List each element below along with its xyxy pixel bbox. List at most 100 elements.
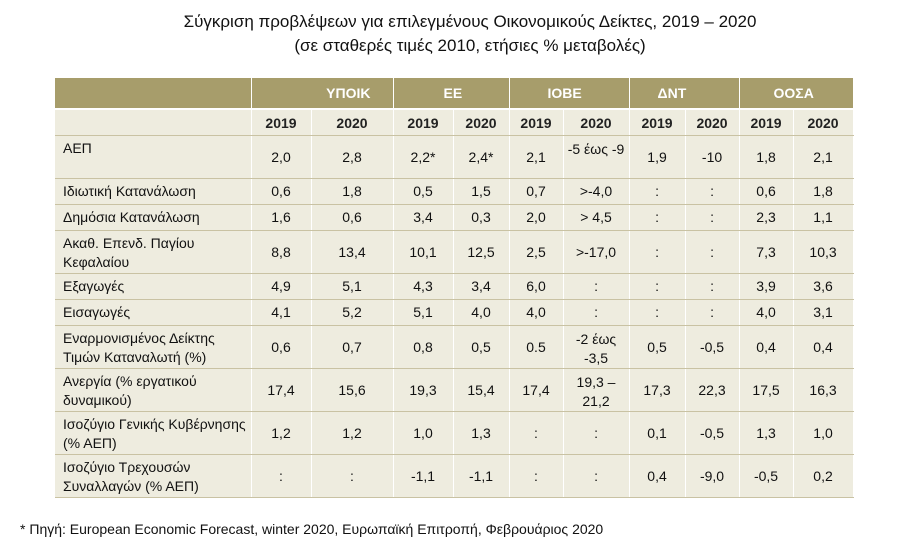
value-cell: :	[629, 178, 686, 205]
header-row-years: 2019 2020 2019 2020 2019 2020 2019 2020 …	[55, 109, 854, 136]
value-cell: 4,9	[251, 273, 312, 300]
value-cell: 2,3	[739, 204, 794, 231]
value-cell: 16,3	[793, 368, 854, 412]
value-cell: 2,2*	[393, 135, 454, 179]
header-row-institutions: ΥΠΟΙΚ ΕΕ ΙΟΒΕ ΔΝΤ ΟΟΣΑ	[55, 78, 854, 110]
value-cell: 2,8	[311, 135, 394, 179]
value-cell: 0,4	[739, 325, 794, 369]
value-cell: 19,3	[393, 368, 454, 412]
table-row: Εισαγωγές 4,1 5,2 5,1 4,0 4,0:::4,0 3,1	[55, 299, 854, 326]
table-row: Δημόσια Κατανάλωση 1,6 0,6 3,4 0,3 2,0 > 4,5::…	[55, 204, 854, 231]
value-cell: :	[629, 230, 686, 274]
table-row: Ακαθ. Επενδ. Παγίου Κεφαλαίου 8,8 13,4 10,1…	[55, 230, 854, 274]
value-cell: :	[311, 454, 394, 498]
value-cell: 1,8	[793, 178, 854, 205]
value-cell: 2,0	[251, 135, 312, 179]
value-cell: 3,4	[453, 273, 510, 300]
value-cell: -0,5	[685, 325, 740, 369]
value-cell: 0,5	[629, 325, 686, 369]
row-label: Ανεργία (% εργατικού δυναμικού)	[55, 368, 252, 412]
value-cell: 4,1	[251, 299, 312, 326]
value-cell: 0,7	[311, 325, 394, 369]
value-cell: 4,0	[453, 299, 510, 326]
value-cell: -5 έως -9	[563, 135, 630, 179]
value-cell: -1,1	[393, 454, 454, 498]
years-corner	[55, 109, 252, 136]
value-cell: -9,0	[685, 454, 740, 498]
forecast-table: ΥΠΟΙΚ ΕΕ ΙΟΒΕ ΔΝΤ ΟΟΣΑ 2019 2020 2019 20…	[55, 78, 854, 498]
group-header-ee: ΕΕ	[393, 78, 510, 110]
year-cell: 2019	[629, 109, 686, 136]
value-cell: 1,9	[629, 135, 686, 179]
value-cell: 13,4	[311, 230, 394, 274]
row-label: Ισοζύγιο Γενικής Κυβέρνησης (% ΑΕΠ)	[55, 411, 252, 455]
table-row: Ιδιωτική Κατανάλωση 0,6 1,8 0,5 1,5 0,7 >-4,0:…	[55, 178, 854, 205]
value-cell: 0,6	[251, 178, 312, 205]
value-cell: 2,5	[509, 230, 564, 274]
value-cell: 19,3 – 21,2	[563, 368, 630, 412]
header-corner	[55, 78, 252, 110]
value-cell: :	[251, 454, 312, 498]
value-cell: :	[509, 411, 564, 455]
value-cell: 22,3	[685, 368, 740, 412]
value-cell: 1,2	[251, 411, 312, 455]
year-cell: 2020	[793, 109, 854, 136]
year-cell: 2020	[563, 109, 630, 136]
value-cell: 17,4	[251, 368, 312, 412]
value-cell: :	[563, 411, 630, 455]
value-cell: :	[685, 204, 740, 231]
value-cell: > 4,5	[563, 204, 630, 231]
value-cell: 3,1	[793, 299, 854, 326]
value-cell: 2,1	[509, 135, 564, 179]
value-cell: -2 έως -3,5	[563, 325, 630, 369]
value-cell: 0,1	[629, 411, 686, 455]
value-cell: :	[629, 273, 686, 300]
value-cell: 17,5	[739, 368, 794, 412]
value-cell: 7,3	[739, 230, 794, 274]
value-cell: :	[629, 299, 686, 326]
value-cell: 1,3	[453, 411, 510, 455]
value-cell: 0,5	[453, 325, 510, 369]
value-cell: 1,2	[311, 411, 394, 455]
value-cell: 0,4	[629, 454, 686, 498]
value-cell: 0,6	[251, 325, 312, 369]
value-cell: 0,6	[311, 204, 394, 231]
value-cell: 1,5	[453, 178, 510, 205]
value-cell: >-4,0	[563, 178, 630, 205]
value-cell: -1,1	[453, 454, 510, 498]
value-cell: -0,5	[739, 454, 794, 498]
value-cell: 0,8	[393, 325, 454, 369]
value-cell: 0,7	[509, 178, 564, 205]
group-header-ypoik: ΥΠΟΙΚ	[251, 78, 394, 110]
row-label: Ακαθ. Επενδ. Παγίου Κεφαλαίου	[55, 230, 252, 274]
row-label: Ισοζύγιο Τρεχουσών Συναλλαγών (% ΑΕΠ)	[55, 454, 252, 498]
value-cell: 0.5	[509, 325, 564, 369]
table-title: Σύγκριση προβλέψεων για επιλεγμένους Οικ…	[0, 10, 900, 58]
value-cell: 3,4	[393, 204, 454, 231]
value-cell: 3,9	[739, 273, 794, 300]
value-cell: 0,6	[739, 178, 794, 205]
group-header-oosa: ΟΟΣΑ	[739, 78, 854, 110]
table-body: ΑΕΠ 2,0 2,8 2,2* 2,4* 2,1 -5 έως -9 1,9 -10 1,8 2,…	[55, 135, 854, 498]
year-cell: 2019	[393, 109, 454, 136]
value-cell: 2,0	[509, 204, 564, 231]
value-cell: 0,3	[453, 204, 510, 231]
value-cell: :	[685, 273, 740, 300]
value-cell: :	[629, 204, 686, 231]
value-cell: 1,1	[793, 204, 854, 231]
year-cell: 2019	[251, 109, 312, 136]
title-line-1: Σύγκριση προβλέψεων για επιλεγμένους Οικ…	[183, 12, 757, 31]
value-cell: 5,1	[311, 273, 394, 300]
value-cell: :	[685, 178, 740, 205]
table-row: ΑΕΠ 2,0 2,8 2,2* 2,4* 2,1 -5 έως -9 1,9 -10 1,8 2,…	[55, 135, 854, 179]
row-label: Εναρμονισμένος Δείκτης Τιμών Καταναλωτή …	[55, 325, 252, 369]
value-cell: 6,0	[509, 273, 564, 300]
value-cell: -10	[685, 135, 740, 179]
value-cell: 4,0	[509, 299, 564, 326]
value-cell: 8,8	[251, 230, 312, 274]
value-cell: -0,5	[685, 411, 740, 455]
title-line-2: (σε σταθερές τιμές 2010, ετήσιες % μεταβ…	[294, 36, 646, 55]
value-cell: 1,8	[739, 135, 794, 179]
value-cell: 1,6	[251, 204, 312, 231]
row-label: Ιδιωτική Κατανάλωση	[55, 178, 252, 205]
